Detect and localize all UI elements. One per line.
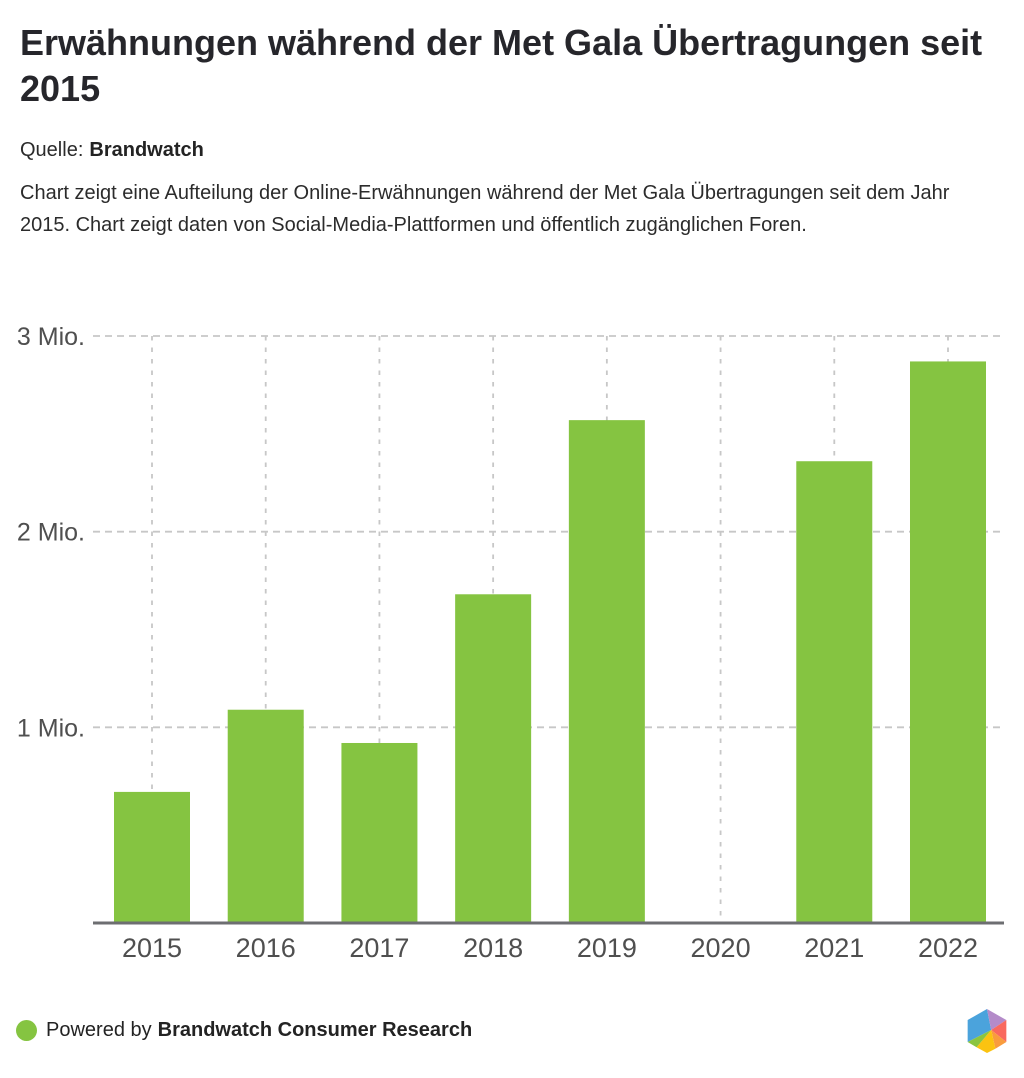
footer: Powered by Brandwatch Consumer Research (16, 1019, 472, 1042)
brandwatch-hexagon-logo-icon (967, 1009, 1007, 1053)
bar-2018 (455, 594, 532, 923)
x-tick-label-2016: 2016 (236, 933, 296, 963)
powered-by-label: Powered by (46, 1019, 152, 1041)
bar-2022 (909, 361, 986, 924)
source-name: Brandwatch (89, 139, 204, 161)
x-tick-label-2017: 2017 (349, 933, 409, 963)
bar-2019 (568, 420, 645, 923)
bar-2015 (114, 791, 190, 923)
chart-description: Chart zeigt eine Aufteilung der Online-E… (20, 182, 950, 236)
y-tick-label-1: 1 Mio. (17, 714, 85, 742)
x-tick-label-2020: 2020 (691, 933, 751, 963)
x-tick-label-2021: 2021 (804, 933, 864, 963)
y-tick-label-2: 2 Mio. (17, 519, 85, 547)
bar-2021 (796, 461, 873, 923)
y-tick-label-3: 3 Mio. (17, 323, 85, 351)
x-tick-label-2019: 2019 (577, 933, 637, 963)
x-tick-label-2018: 2018 (463, 933, 523, 963)
source-label: Quelle: (20, 139, 84, 161)
x-tick-label-2022: 2022 (918, 933, 978, 963)
bar-2016 (227, 709, 304, 923)
brand-dot-icon (16, 1020, 37, 1041)
brand-name: Brandwatch Consumer Research (157, 1019, 473, 1041)
bar-2017 (341, 742, 418, 923)
source-line: Quelle: Brandwatch (20, 139, 204, 162)
page-title: Erwähnungen während der Met Gala Übertra… (20, 22, 983, 109)
x-tick-label-2015: 2015 (122, 933, 182, 963)
